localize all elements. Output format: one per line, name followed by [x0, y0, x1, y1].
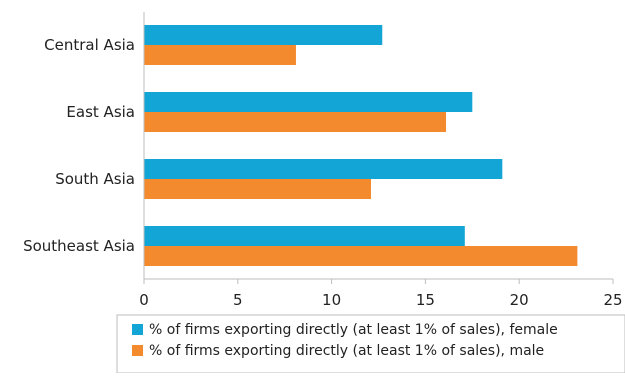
bar-east-asia-female [144, 92, 473, 112]
bar-southeast-asia-male [144, 246, 578, 266]
x-tick-label: 20 [510, 291, 529, 309]
labels-layer: Central Asia East Asia South Asia Southeast… [23, 36, 135, 255]
axis-layer: 0 5 10 15 20 25 [139, 12, 623, 309]
bar-southeast-asia-female [144, 226, 465, 246]
bar-east-asia-male [144, 112, 447, 132]
bar-central-asia-male [144, 45, 296, 65]
category-label: South Asia [55, 170, 135, 188]
category-label: Southeast Asia [23, 237, 135, 255]
category-label: Central Asia [44, 36, 135, 54]
bar-south-asia-male [144, 179, 371, 199]
x-tick-label: 5 [233, 291, 243, 309]
bars-layer [144, 25, 578, 266]
legend-label-male: % of firms exporting directly (at least … [149, 343, 544, 359]
legend-label-female: % of firms exporting directly (at least … [149, 322, 558, 338]
bar-central-asia-female [144, 25, 383, 45]
x-tick-label: 0 [139, 291, 149, 309]
legend-swatch-male [132, 345, 143, 356]
x-tick-label: 25 [603, 291, 622, 309]
legend: % of firms exporting directly (at least … [116, 314, 625, 374]
x-tick-label: 10 [322, 291, 341, 309]
category-label: East Asia [66, 103, 135, 121]
legend-swatch-female [132, 324, 143, 335]
bar-south-asia-female [144, 159, 503, 179]
x-tick-label: 15 [416, 291, 435, 309]
legend-box [116, 314, 625, 374]
